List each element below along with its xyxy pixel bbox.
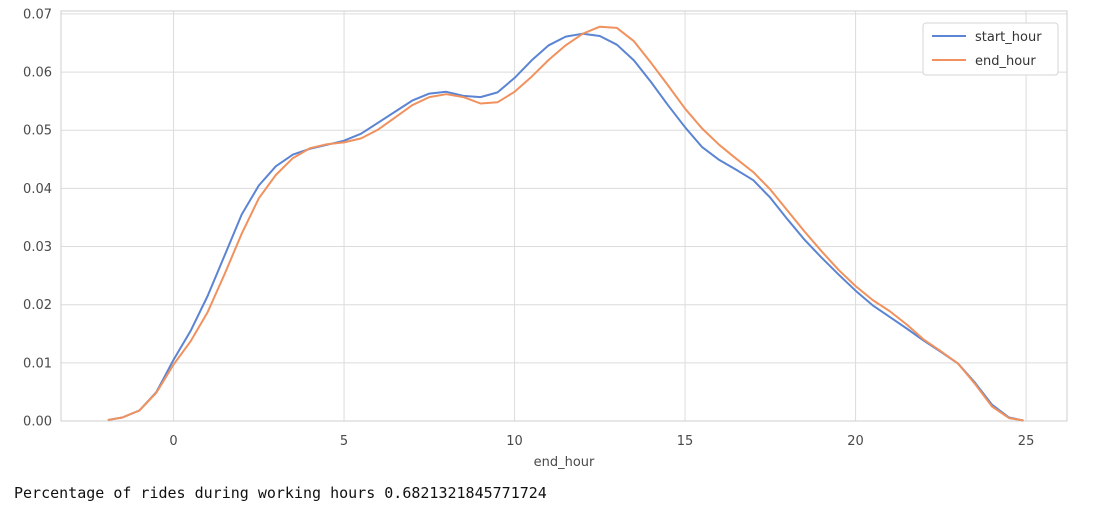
y-tick-label: 0.01 (23, 356, 52, 371)
grid (61, 11, 1067, 422)
y-tick-label: 0.00 (23, 415, 52, 430)
x-axis-title: end_hour (534, 455, 595, 470)
legend-label-start-hour: start_hour (975, 30, 1042, 45)
y-tick-label: 0.02 (23, 298, 52, 313)
x-tick-label: 0 (169, 434, 177, 449)
series-layer (107, 25, 1024, 422)
x-tick-label: 25 (1018, 434, 1035, 449)
x-tick-label: 15 (677, 434, 694, 449)
legend-label-end-hour: end_hour (975, 54, 1036, 69)
series-line-end-hour (107, 25, 1024, 422)
x-tick-label: 20 (847, 434, 864, 449)
y-tick-label: 0.03 (23, 240, 52, 255)
y-tick-label: 0.05 (23, 124, 52, 139)
y-tick-label: 0.06 (23, 66, 52, 81)
density-chart: 0.00 0.01 0.02 0.03 0.04 0.05 0.06 0.07 0 5 10 15 2… (23, 7, 1068, 470)
y-tick-label: 0.07 (23, 7, 52, 22)
output-text: Percentage of rides during working hours… (14, 484, 547, 502)
y-tick-labels: 0.00 0.01 0.02 0.03 0.04 0.05 0.06 0.07 (23, 7, 52, 429)
plot-frame (60, 10, 1068, 422)
y-tick-label: 0.04 (23, 182, 52, 197)
x-tick-labels: 0 5 10 15 20 25 (169, 434, 1034, 449)
x-tick-label: 5 (340, 434, 348, 449)
x-tick-label: 10 (506, 434, 523, 449)
series-line-start-hour (107, 32, 1024, 422)
legend: start_hour end_hour (922, 22, 1059, 76)
